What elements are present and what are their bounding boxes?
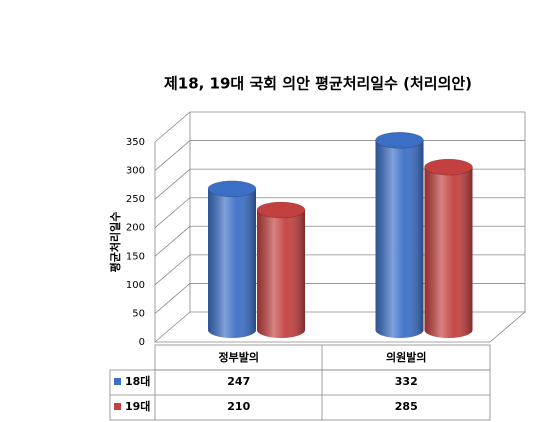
cylinder-top xyxy=(256,201,306,219)
legend-label: 18대 xyxy=(125,374,150,388)
cylinder-shade xyxy=(208,188,256,338)
cylinder-shade xyxy=(257,210,305,338)
legend-label: 19대 xyxy=(125,399,150,413)
y-tick-label: 250 xyxy=(126,194,145,205)
table-value: 332 xyxy=(395,375,418,388)
table-value: 285 xyxy=(395,400,418,413)
y-tick-label: 300 xyxy=(126,166,145,177)
x-tick-label: 의원발의 xyxy=(386,350,426,364)
y-tick-label: 150 xyxy=(126,251,145,262)
x-tick-label: 정부발의 xyxy=(219,350,259,364)
y-tick-label: 0 xyxy=(139,337,145,348)
data-table xyxy=(109,344,491,421)
y-tick-label: 100 xyxy=(126,280,145,291)
cylinder-shade xyxy=(424,167,473,338)
grid-line xyxy=(154,111,525,143)
y-tick-label: 50 xyxy=(132,308,145,319)
cylinder-top xyxy=(207,180,257,198)
legend-swatch xyxy=(114,378,121,385)
table-header xyxy=(154,344,491,371)
table-value: 210 xyxy=(227,400,250,413)
chart-title: 제18, 19대 국회 의안 평균처리일수 (처리의안) xyxy=(164,75,472,93)
table-value: 247 xyxy=(227,375,250,388)
cylinder-top xyxy=(424,158,473,176)
legend-swatch xyxy=(114,403,121,410)
cylinder-shade xyxy=(375,140,424,338)
y-tick-label: 350 xyxy=(126,137,145,148)
cylinder-top xyxy=(375,131,424,149)
y-tick-label: 200 xyxy=(126,223,145,234)
y-axis-title: 평균처리일수 xyxy=(108,212,122,273)
